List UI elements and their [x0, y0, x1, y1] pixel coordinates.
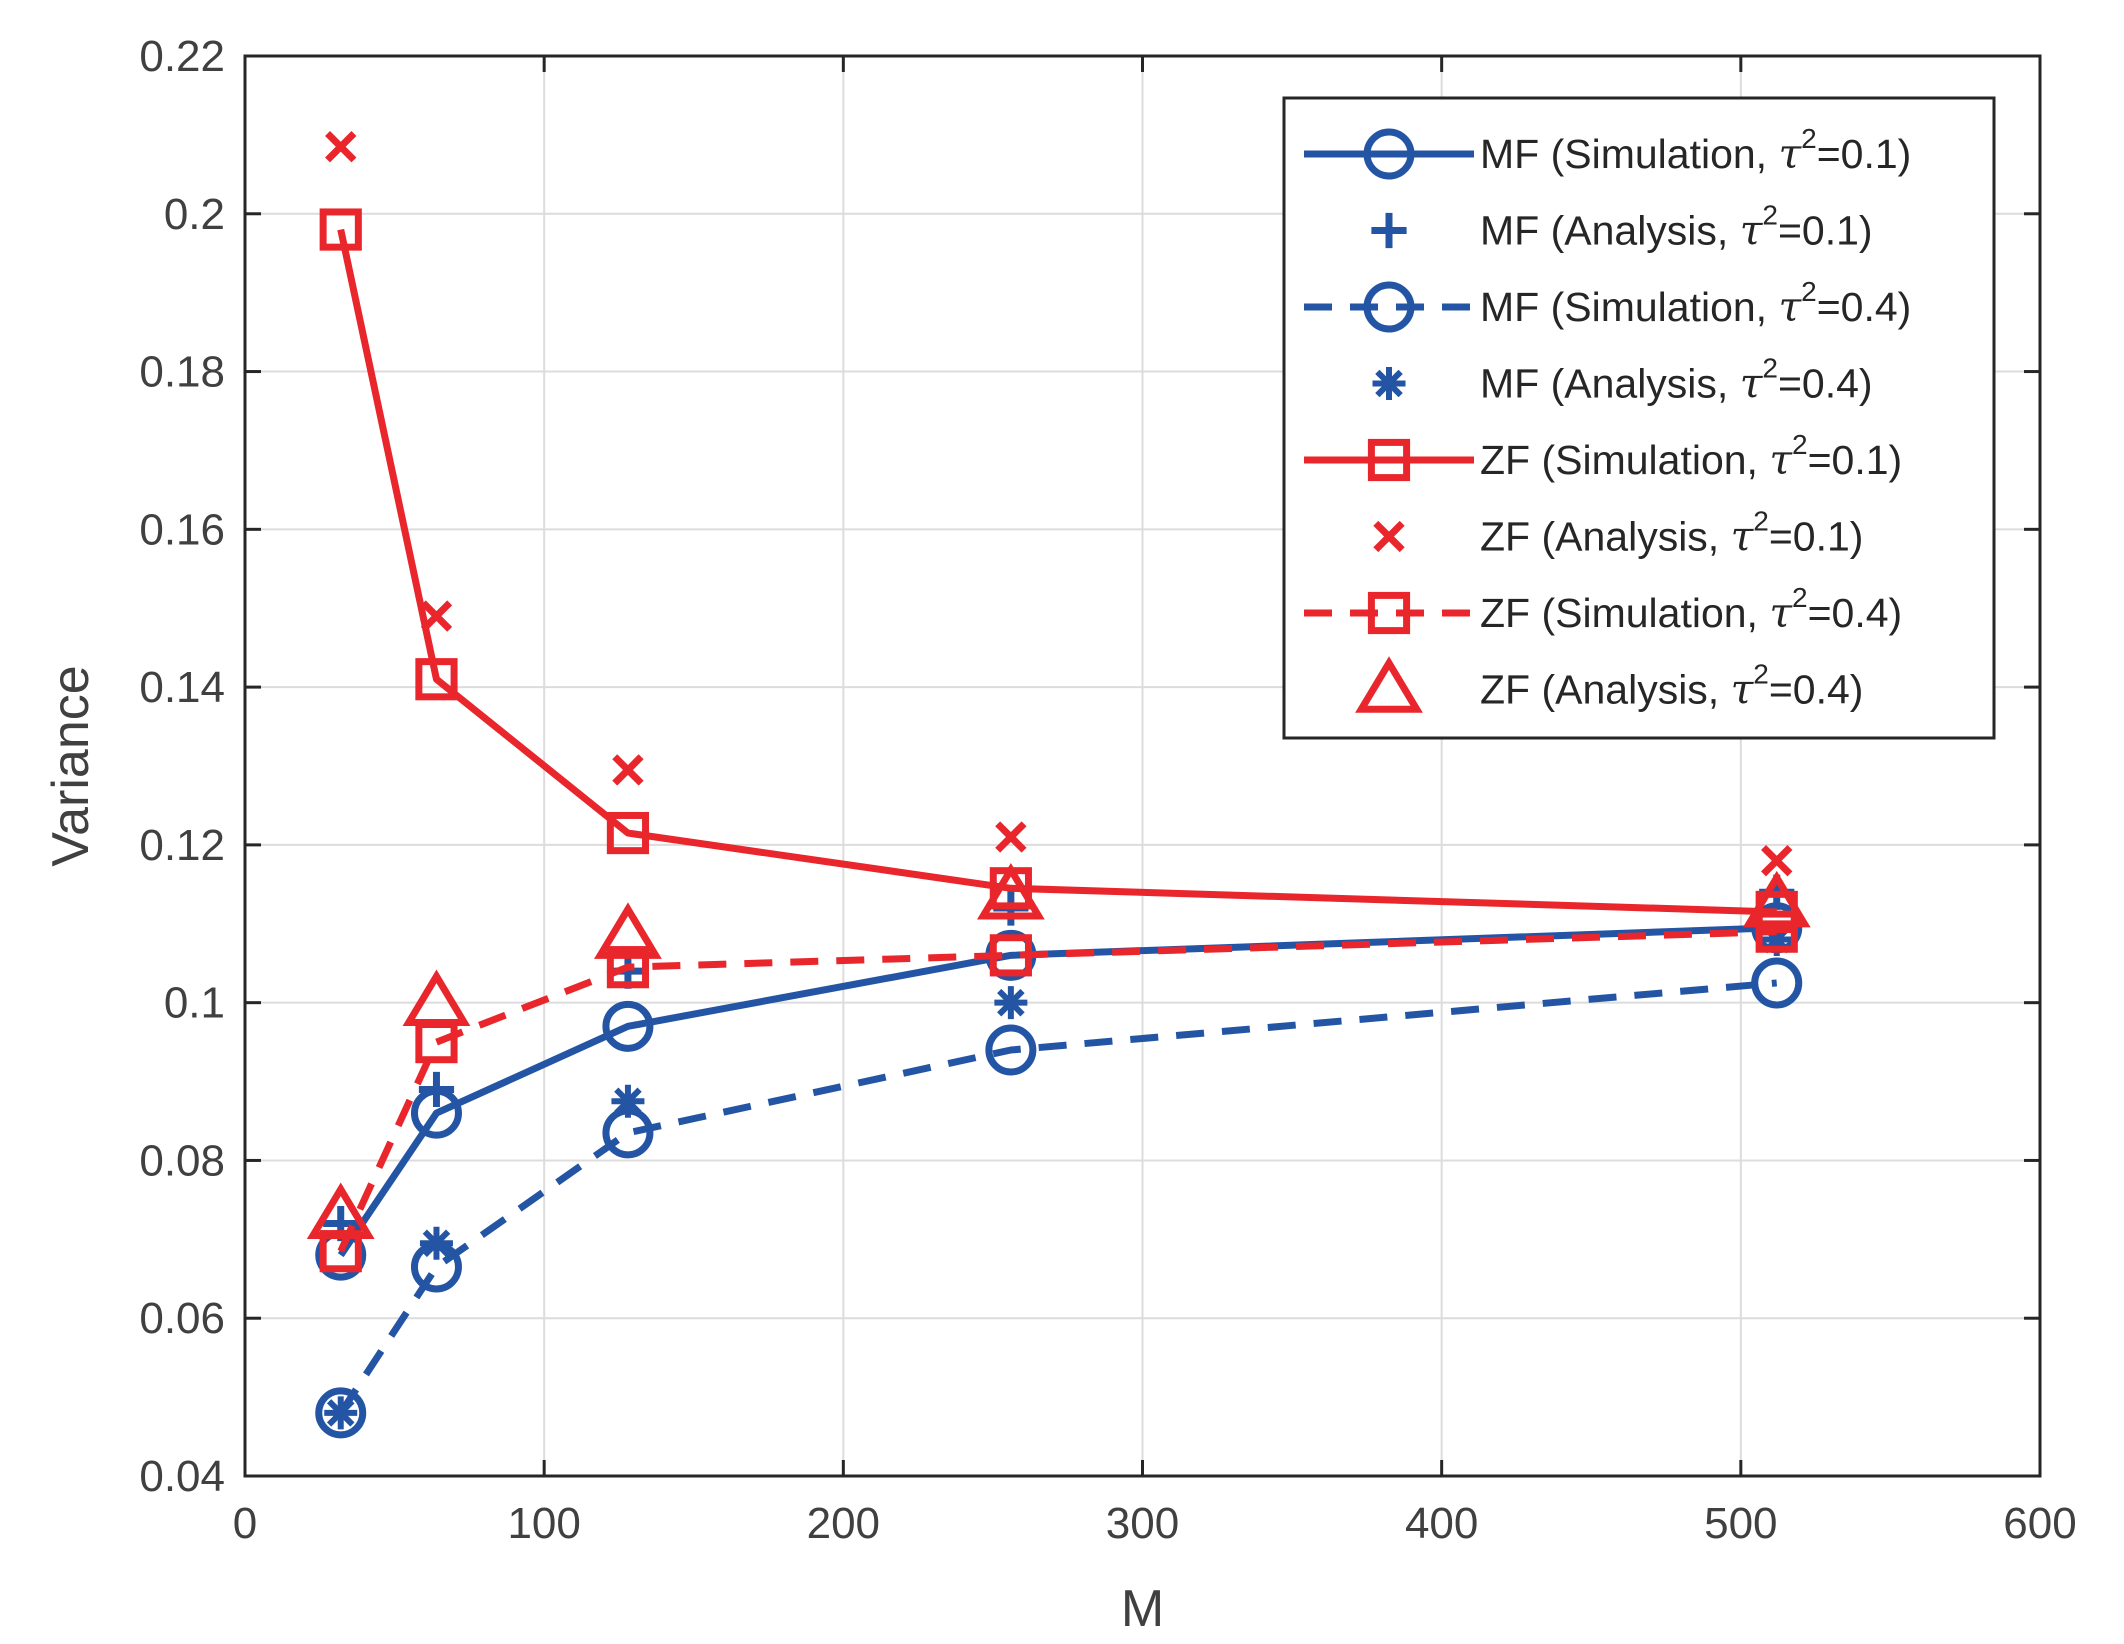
asterisk-marker [994, 986, 1028, 1020]
x-axis-title: M [1121, 1580, 1164, 1638]
series-line [337, 979, 1778, 1415]
triangle-marker [1355, 656, 1423, 713]
circle-marker [1363, 128, 1415, 180]
legend: MF (Simulation, τ2=0.1) MF (Analysis, τ2=… [1282, 96, 1996, 740]
legend-item: MF (Analysis, τ2=0.1) [1371, 200, 1873, 255]
square-marker [1367, 591, 1411, 635]
legend-label: MF (Analysis, τ2=0.4) [1480, 353, 1873, 408]
series-line [337, 228, 1777, 916]
series-6 [325, 131, 1793, 877]
asterisk-marker [324, 1396, 358, 1430]
plus-marker [1371, 212, 1407, 249]
series-7 [319, 910, 1798, 1273]
legend-label: ZF (Simulation, τ2=0.1) [1480, 429, 1902, 484]
x-marker [995, 821, 1027, 853]
circle-marker [602, 1000, 654, 1052]
triangle-marker [306, 1182, 375, 1239]
square-marker [415, 658, 458, 701]
series-5 [319, 208, 1798, 934]
series-layer [306, 131, 1811, 1439]
x-tick-label: 600 [2003, 1499, 2076, 1548]
legend-item: MF (Simulation, τ2=0.4) [1304, 276, 1911, 333]
y-tick-label: 0.1 [164, 979, 225, 1028]
x-tick-label: 0 [233, 1499, 257, 1548]
asterisk-marker [611, 1084, 645, 1118]
y-tick-label: 0.06 [139, 1294, 225, 1343]
square-marker [606, 946, 650, 989]
y-tick-label: 0.12 [139, 821, 225, 870]
y-tick-label: 0.04 [139, 1452, 225, 1501]
circle-marker [1751, 957, 1803, 1009]
triangle-marker [976, 862, 1045, 920]
asterisk-marker [1372, 367, 1406, 400]
square-marker [606, 811, 650, 855]
y-tick-label: 0.16 [139, 505, 225, 554]
series-line [337, 928, 1777, 1253]
x-marker [1373, 520, 1405, 553]
x-marker [420, 600, 453, 632]
legend-label: ZF (Simulation, τ2=0.4) [1480, 582, 1902, 637]
legend-label: ZF (Analysis, τ2=0.4) [1480, 659, 1863, 714]
legend-item: ZF (Simulation, τ2=0.1) [1304, 429, 1902, 484]
x-tick-label: 500 [1704, 1499, 1777, 1548]
triangle-marker [402, 969, 471, 1026]
legend-label: MF (Simulation, τ2=0.4) [1480, 276, 1911, 331]
legend-item: MF (Simulation, τ2=0.1) [1304, 123, 1911, 180]
circle-marker [1363, 281, 1415, 333]
y-tick-label: 0.08 [139, 1136, 225, 1185]
triangle-marker [594, 902, 662, 959]
legend-box [1282, 96, 1996, 740]
axis-ticks: 0 100 200 300 400 500 600 0.04 0.06 0.08 0.1 0.12 0.… [139, 32, 2076, 1548]
square-marker [989, 934, 1032, 977]
circle-marker [985, 1024, 1037, 1076]
triangle-marker [1742, 870, 1811, 928]
x-marker [1761, 844, 1793, 877]
x-tick-label: 300 [1106, 1499, 1179, 1548]
y-tick-label: 0.14 [139, 663, 225, 712]
square-marker [1755, 910, 1798, 953]
legend-item: ZF (Analysis, τ2=0.1) [1373, 506, 1863, 561]
legend-item: ZF (Analysis, τ2=0.4) [1355, 656, 1863, 714]
x-tick-label: 200 [807, 1499, 880, 1548]
y-tick-label: 0.22 [139, 32, 225, 81]
x-marker [325, 131, 357, 163]
legend-item: MF (Analysis, τ2=0.4) [1372, 353, 1873, 408]
x-marker [612, 754, 644, 786]
y-axis-title: Variance [42, 665, 100, 866]
y-tick-label: 0.18 [139, 348, 225, 397]
legend-label: MF (Simulation, τ2=0.1) [1480, 123, 1911, 178]
square-marker [1367, 438, 1411, 482]
legend-label: MF (Analysis, τ2=0.1) [1480, 200, 1873, 255]
y-tick-label: 0.2 [164, 190, 225, 239]
x-tick-label: 400 [1405, 1499, 1478, 1548]
square-marker [319, 208, 362, 251]
legend-item: ZF (Simulation, τ2=0.4) [1304, 582, 1902, 637]
series-4 [324, 923, 1794, 1430]
series-8 [306, 862, 1811, 1239]
asterisk-marker [419, 1226, 453, 1260]
circle-marker [315, 1387, 367, 1439]
legend-label: ZF (Analysis, τ2=0.1) [1480, 506, 1863, 561]
x-tick-label: 100 [507, 1499, 580, 1548]
plus-marker [418, 1071, 455, 1108]
